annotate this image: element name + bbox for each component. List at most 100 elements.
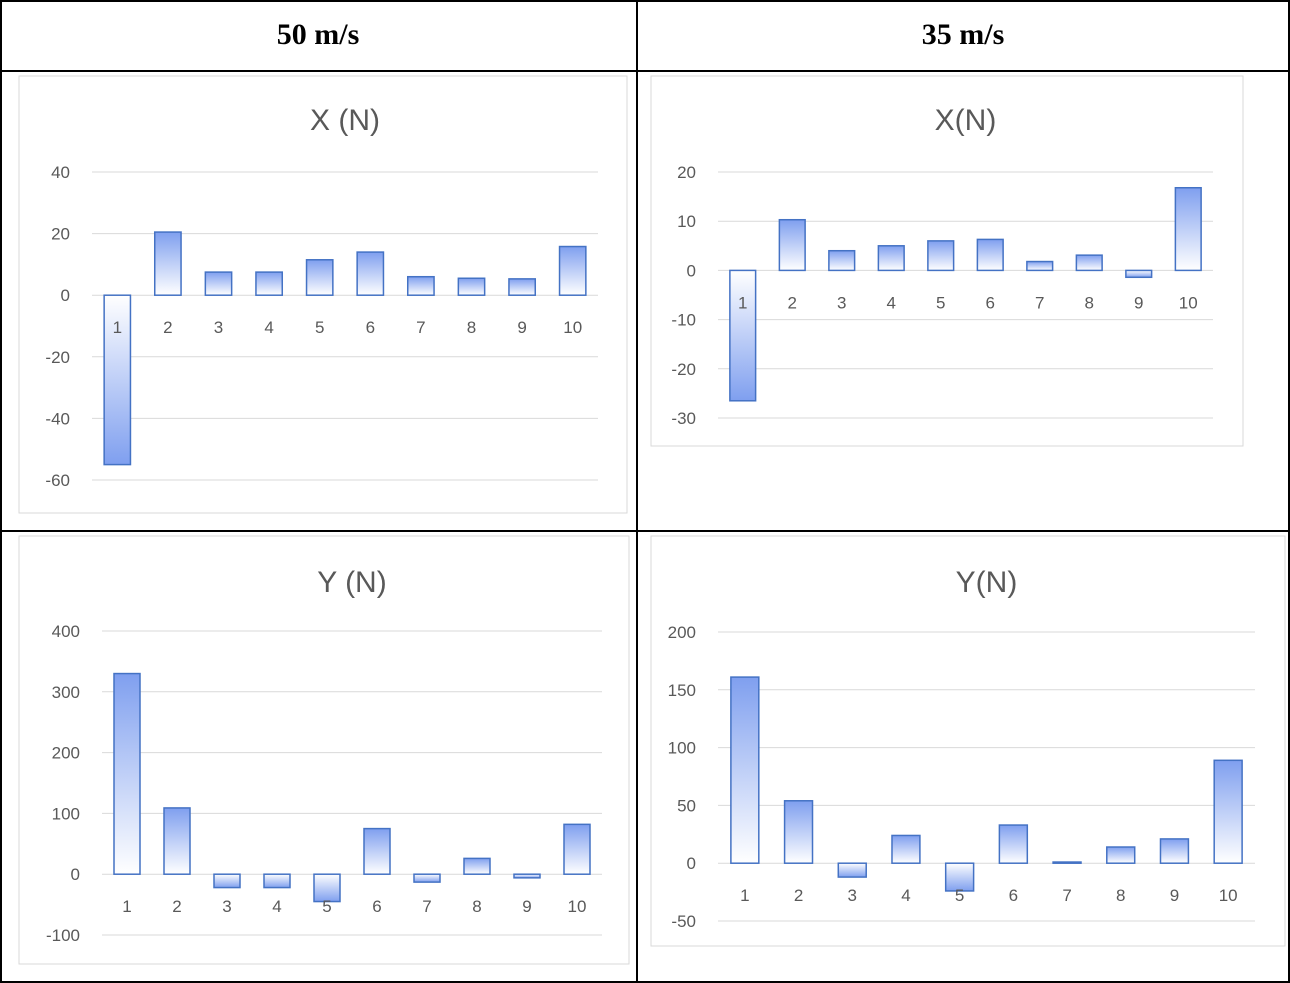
y-tick-label: -40 <box>45 409 70 428</box>
x-tick-label: 1 <box>738 293 747 312</box>
x-tick-label: 10 <box>1179 293 1198 312</box>
x-tick-label: 6 <box>1009 886 1018 905</box>
chart-title: Y(N) <box>956 566 1018 599</box>
y-tick-label: -20 <box>45 348 70 367</box>
bar-7 <box>1052 861 1082 864</box>
x-tick-label: 6 <box>372 897 381 916</box>
x-tick-label: 4 <box>264 318 273 337</box>
y-tick-label: 100 <box>668 739 696 758</box>
bar-7 <box>406 275 435 296</box>
y-tick-label: 100 <box>52 804 80 823</box>
x-tick-label: 3 <box>214 318 223 337</box>
x-tick-label: 5 <box>955 886 964 905</box>
bar-3 <box>837 862 867 878</box>
bar-8 <box>1075 254 1103 272</box>
bar-6 <box>363 827 391 875</box>
y-tick-label: 50 <box>677 796 696 815</box>
x-tick-label: 9 <box>1170 886 1179 905</box>
bar-6 <box>998 824 1029 864</box>
x-tick-label: 10 <box>563 318 582 337</box>
x-tick-label: 10 <box>568 897 587 916</box>
x-tick-label: 8 <box>1085 293 1094 312</box>
chart-1: X (N) 40 20 0 -20 -40 -60 1 2 3 4 5 6 7 8 9 10 <box>18 75 628 514</box>
chart-4: Y(N) 200 150 100 50 0 -50 1 2 3 4 5 6 7 8 9 10 <box>650 535 1286 947</box>
bar-10 <box>558 245 587 296</box>
x-tick-label: 7 <box>416 318 425 337</box>
y-tick-label: 10 <box>677 212 696 231</box>
x-tick-label: 9 <box>522 897 531 916</box>
y-tick-label: -30 <box>671 409 696 428</box>
x-tick-label: 10 <box>1219 886 1238 905</box>
x-tick-label: 1 <box>122 897 131 916</box>
x-tick-label: 7 <box>1062 886 1071 905</box>
bar-7 <box>1026 260 1054 272</box>
y-tick-label: -100 <box>46 926 80 945</box>
bar-6 <box>356 251 385 296</box>
bar-4 <box>263 873 291 889</box>
bar-7 <box>413 873 441 883</box>
x-tick-label: 1 <box>740 886 749 905</box>
bar-4 <box>877 245 905 272</box>
x-tick-label: 4 <box>272 897 281 916</box>
table-row-divider <box>0 530 1290 532</box>
bar-3 <box>828 249 856 272</box>
y-tick-label: 0 <box>61 286 70 305</box>
x-tick-label: 2 <box>794 886 803 905</box>
x-tick-label: 5 <box>322 897 331 916</box>
y-tick-label: 0 <box>687 261 696 280</box>
x-tick-label: 1 <box>113 318 122 337</box>
bar-1 <box>113 672 141 875</box>
x-tick-label: 3 <box>222 897 231 916</box>
bar-9 <box>513 873 541 879</box>
bar-5 <box>313 873 341 903</box>
bar-5 <box>944 862 975 892</box>
bar-9 <box>1125 269 1153 279</box>
y-tick-label: 20 <box>677 163 696 182</box>
x-tick-label: 9 <box>517 318 526 337</box>
x-tick-label: 2 <box>788 293 797 312</box>
bar-9 <box>1159 838 1190 864</box>
table-header-divider <box>0 70 1290 72</box>
bar-5 <box>927 240 955 272</box>
y-tick-label: 200 <box>668 623 696 642</box>
bar-10 <box>563 823 591 875</box>
bar-6 <box>976 238 1004 272</box>
table-column-divider <box>636 0 638 983</box>
x-tick-label: 8 <box>467 318 476 337</box>
x-tick-label: 2 <box>172 897 181 916</box>
chart-title: Y (N) <box>317 566 386 599</box>
y-tick-label: 200 <box>52 744 80 763</box>
x-tick-label: 7 <box>422 897 431 916</box>
x-tick-label: 2 <box>163 318 172 337</box>
bar-9 <box>508 278 537 296</box>
x-tick-label: 6 <box>366 318 375 337</box>
x-tick-label: 3 <box>848 886 857 905</box>
y-tick-label: -50 <box>671 912 696 931</box>
bar-1 <box>103 294 132 466</box>
header-left: 50 m/s <box>276 18 360 51</box>
bar-3 <box>213 873 241 889</box>
chart-3: Y (N) 400 300 200 100 0 -100 1 2 3 4 5 6 7 8 9 10 <box>18 535 630 965</box>
bar-8 <box>463 857 491 875</box>
y-tick-label: 0 <box>687 854 696 873</box>
chart-title: X (N) <box>310 104 380 137</box>
y-tick-label: -10 <box>671 311 696 330</box>
bar-8 <box>457 277 486 296</box>
y-tick-label: 0 <box>71 865 80 884</box>
bar-10 <box>1213 759 1243 864</box>
chart-2: X(N) 20 10 0 -10 -20 -30 1 2 3 4 5 6 7 8 9 10 <box>650 75 1244 447</box>
x-tick-label: 7 <box>1035 293 1044 312</box>
bar-3 <box>204 271 233 296</box>
y-tick-label: 40 <box>51 163 70 182</box>
x-tick-label: 4 <box>887 293 896 312</box>
bar-4 <box>891 834 921 864</box>
bar-1 <box>730 676 760 864</box>
y-tick-label: -20 <box>671 360 696 379</box>
y-tick-label: 20 <box>51 225 70 244</box>
bar-4 <box>255 271 284 296</box>
x-tick-label: 5 <box>315 318 324 337</box>
x-tick-label: 3 <box>837 293 846 312</box>
bar-2 <box>153 231 182 296</box>
